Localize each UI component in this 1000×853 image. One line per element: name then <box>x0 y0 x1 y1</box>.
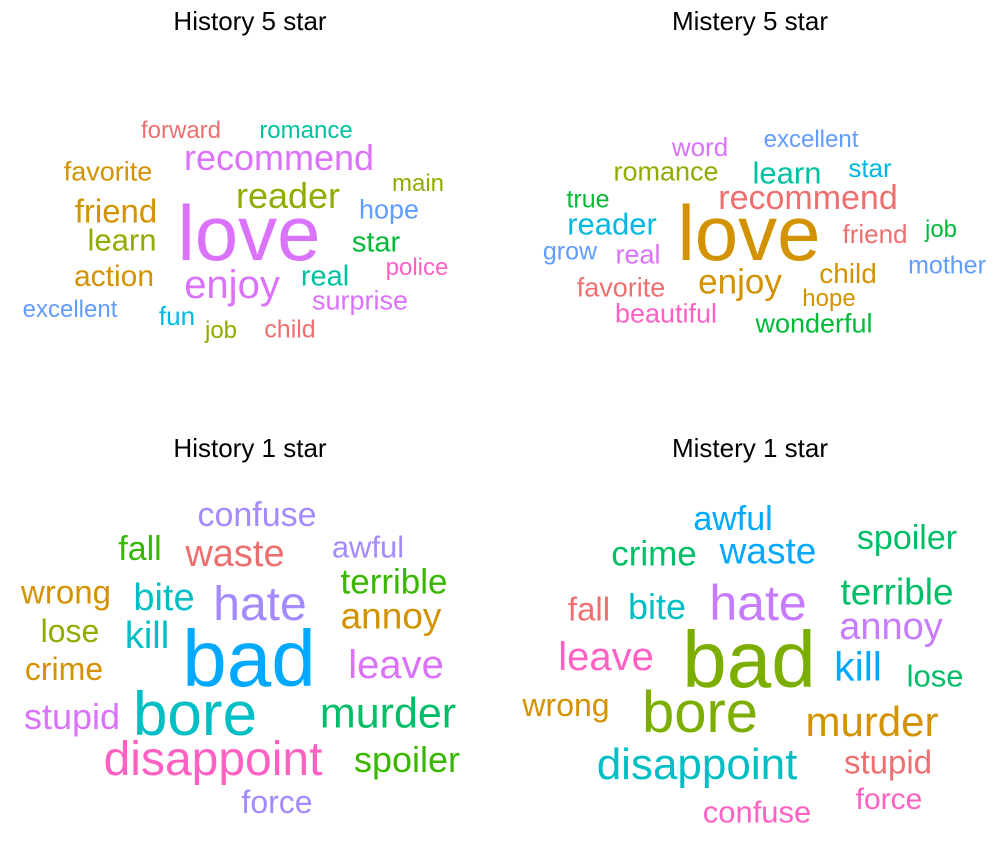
word-hope: hope <box>802 285 856 312</box>
word-cloud: bad bore disappoint hate murder awful crime was… <box>500 427 1000 853</box>
word-lose: lose <box>40 613 100 649</box>
word-fall: fall <box>567 590 611 628</box>
word-cloud: love recommend enjoy learn reader word excelle… <box>500 0 1000 426</box>
word-excellent: excellent <box>22 296 118 323</box>
word-surprise: surprise <box>311 285 409 316</box>
word-learn: learn <box>752 155 822 191</box>
word-bite: bite <box>627 586 687 627</box>
word-confuse: confuse <box>197 496 317 534</box>
word-star: star <box>351 226 401 259</box>
word-spoiler: spoiler <box>856 519 958 557</box>
word-waste: waste <box>719 530 817 572</box>
word-leave: leave <box>348 643 444 687</box>
word-crime: crime <box>611 534 697 574</box>
word-child: child <box>819 258 877 289</box>
word-confuse: confuse <box>702 794 812 830</box>
word-hate: hate <box>213 578 307 631</box>
word-forward: forward <box>140 117 222 144</box>
word-waste: waste <box>185 533 285 575</box>
word-awful: awful <box>693 500 773 538</box>
panel-title: Mistery 1 star <box>671 433 829 463</box>
word-action: action <box>73 260 155 293</box>
word-disappoint: disappoint <box>596 740 798 789</box>
word-grow: grow <box>542 237 598 266</box>
word-real: real <box>615 239 661 270</box>
word-real: real <box>300 260 350 293</box>
word-main: main <box>391 170 445 197</box>
word-bad: bad <box>682 615 816 704</box>
word-terrible: terrible <box>340 562 448 602</box>
word-word: word <box>671 132 729 162</box>
word-enjoy: enjoy <box>184 263 280 307</box>
word-reader: reader <box>235 175 341 216</box>
panel-title: Mistery 5 star <box>671 6 829 36</box>
wordcloud-panel-history-1-star: History 1 star bad bore disappoint hate murd… <box>0 427 500 853</box>
word-hate: hate <box>709 575 807 631</box>
word-force: force <box>855 783 923 816</box>
word-star: star <box>848 153 892 183</box>
panel-title: History 1 star <box>173 433 327 463</box>
word-lose: lose <box>906 658 964 694</box>
word-romance: romance <box>613 156 719 187</box>
word-learn: learn <box>87 222 157 258</box>
word-murder: murder <box>319 689 457 738</box>
word-child: child <box>264 315 316 344</box>
wordcloud-panel-mistery-1-star: Mistery 1 star bad bore disappoint hate murd… <box>500 427 1000 853</box>
wordcloud-panel-mistery-5-star: Mistery 5 star love recommend enjoy learn re… <box>500 0 1000 426</box>
word-excellent: excellent <box>763 126 859 153</box>
word-reader: reader <box>567 206 657 242</box>
word-leave: leave <box>558 635 654 679</box>
word-fall: fall <box>118 530 162 568</box>
panel-title: History 5 star <box>173 6 327 36</box>
word-police: police <box>385 254 449 281</box>
word-romance: romance <box>259 117 353 144</box>
word-bite: bite <box>133 577 195 619</box>
word-annoy: annoy <box>839 606 943 648</box>
word-crime: crime <box>24 651 104 687</box>
word-love: love <box>177 189 321 277</box>
word-friend: friend <box>842 219 908 249</box>
word-stupid: stupid <box>843 743 933 781</box>
word-love: love <box>677 189 821 277</box>
word-annoy: annoy <box>340 595 442 637</box>
word-spoiler: spoiler <box>353 739 461 780</box>
word-bore: bore <box>132 680 258 749</box>
word-wrong: wrong <box>21 573 111 611</box>
word-terrible: terrible <box>840 571 954 613</box>
word-wonderful: wonderful <box>755 308 873 339</box>
word-recommend: recommend <box>183 137 375 178</box>
word-kill: kill <box>834 643 882 690</box>
word-awful: awful <box>331 529 405 565</box>
word-favorite: favorite <box>63 156 153 187</box>
word-job: job <box>204 317 238 344</box>
word-cloud: love recommend reader enjoy friend learn actio… <box>0 0 500 426</box>
word-true: true <box>566 185 610 214</box>
word-stupid: stupid <box>23 696 121 737</box>
word-disappoint: disappoint <box>103 733 323 786</box>
word-favorite: favorite <box>576 272 666 303</box>
word-hope: hope <box>358 194 420 225</box>
word-cloud: bad bore disappoint hate murder confuse waste f… <box>0 427 500 853</box>
word-enjoy: enjoy <box>698 262 782 302</box>
word-job: job <box>924 216 958 243</box>
word-kill: kill <box>124 615 170 657</box>
word-recommend: recommend <box>718 179 898 217</box>
word-bad: bad <box>182 614 316 703</box>
word-friend: friend <box>74 192 158 230</box>
word-murder: murder <box>805 698 939 745</box>
wordcloud-panel-history-5-star: History 5 star love recommend reader enjoy f… <box>0 0 500 426</box>
word-beautiful: beautiful <box>614 298 718 329</box>
word-bore: bore <box>641 680 759 745</box>
word-fun: fun <box>158 301 196 331</box>
word-force: force <box>241 784 313 820</box>
word-mother: mother <box>908 251 986 280</box>
word-wrong: wrong <box>522 687 610 723</box>
